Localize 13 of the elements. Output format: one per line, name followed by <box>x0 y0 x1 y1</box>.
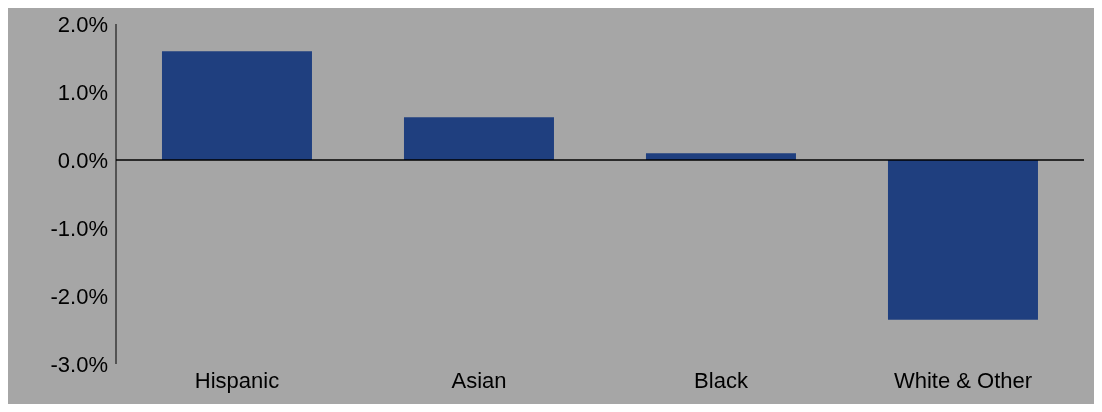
x-tick-label: Hispanic <box>194 367 280 393</box>
x-tick-label: Black <box>694 367 749 393</box>
y-tick-label: -2.0% <box>50 283 108 309</box>
y-tick-label: 1.0% <box>57 79 108 105</box>
y-tick-label: -1.0% <box>50 215 108 241</box>
x-tick-label: White & Other <box>893 367 1033 393</box>
y-tick-label: 0.0% <box>57 147 108 173</box>
bar <box>887 160 1038 320</box>
y-tick-label: -3.0% <box>50 351 108 377</box>
bar <box>403 117 554 160</box>
y-tick-label: 2.0% <box>57 11 108 37</box>
bar <box>161 51 312 160</box>
x-tick-label: Asian <box>451 367 507 393</box>
